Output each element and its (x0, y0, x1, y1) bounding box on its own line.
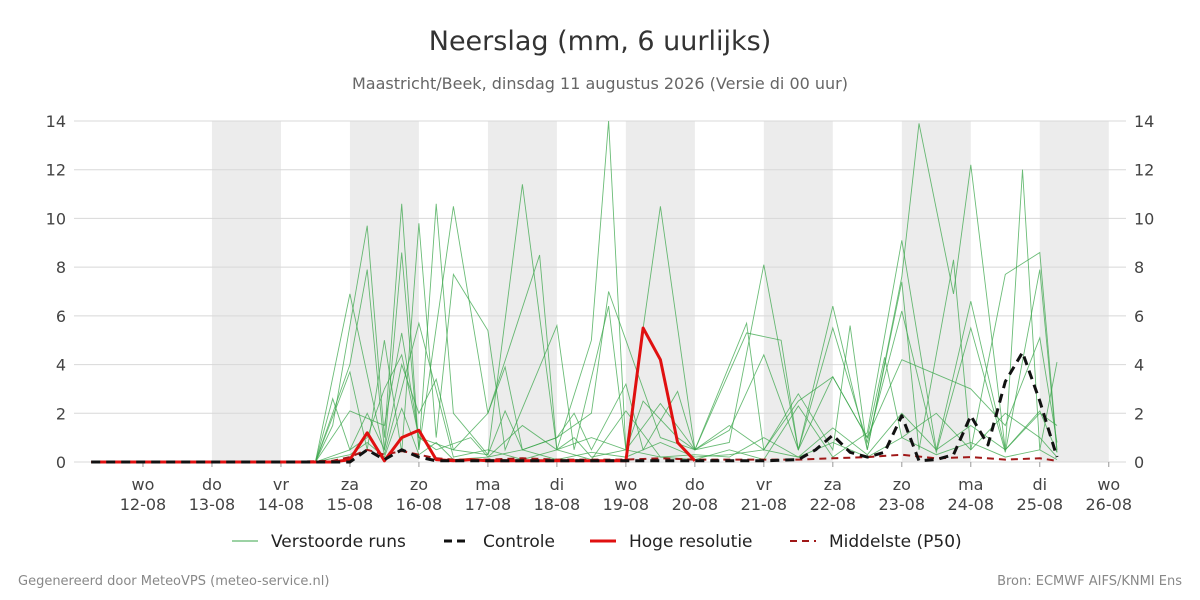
x-tick-day: za (824, 475, 842, 494)
x-tick-day: ma (958, 475, 983, 494)
perturbed-run-line-8 (315, 407, 1058, 463)
y-tick-left: 0 (56, 453, 66, 472)
shaded-day-21-08 (763, 121, 833, 462)
x-tick-date: 14-08 (258, 495, 305, 514)
legend-label-1: Verstoorde runs (271, 532, 406, 552)
y-tick-left: 12 (46, 161, 66, 180)
x-tick-day: do (685, 475, 705, 494)
y-tick-right: 2 (1134, 404, 1144, 423)
x-tick-date: 16-08 (396, 495, 443, 514)
x-axis: wo12-08do13-08vr14-08za15-08zo16-08ma17-… (120, 462, 1132, 514)
x-tick-day: zo (410, 475, 428, 494)
x-tick-day: di (1032, 475, 1047, 494)
x-tick-date: 23-08 (879, 495, 926, 514)
main-series (91, 326, 1059, 464)
x-tick-day: do (202, 475, 222, 494)
y-tick-left: 8 (56, 258, 66, 277)
x-tick-day: vr (273, 475, 289, 494)
y-tick-right: 12 (1134, 161, 1154, 180)
shaded-day-19-08 (625, 121, 695, 462)
y-tick-left: 14 (46, 112, 66, 131)
y-tick-left: 6 (56, 307, 66, 326)
x-tick-date: 12-08 (120, 495, 167, 514)
y-tick-right: 4 (1134, 356, 1144, 375)
y-tick-left: 2 (56, 404, 66, 423)
x-tick-date: 22-08 (810, 495, 857, 514)
y-tick-right: 10 (1134, 209, 1154, 228)
x-tick-day: wo (1097, 475, 1120, 494)
x-tick-day: wo (132, 475, 155, 494)
legend-label-2: Controle (483, 532, 555, 552)
shaded-day-13-08 (211, 121, 281, 462)
y-tick-left: 10 (46, 209, 66, 228)
x-tick-day: za (341, 475, 359, 494)
y-tick-right: 8 (1134, 258, 1144, 277)
shaded-day-23-08 (901, 121, 971, 462)
x-tick-day: vr (756, 475, 772, 494)
chart-title: Neerslag (mm, 6 uurlijks) (429, 26, 771, 57)
day-shading (211, 121, 1109, 462)
x-tick-day: zo (893, 475, 911, 494)
y-tick-left: 4 (56, 356, 66, 375)
x-tick-date: 26-08 (1086, 495, 1133, 514)
y-axis-right: 0 2 4 6 8 10 12 14 (1134, 112, 1154, 472)
y-tick-right: 0 (1134, 453, 1144, 472)
legend: Verstoorde runs Controle Hoge resolutie Mid… (232, 532, 962, 552)
shaded-day-17-08 (487, 121, 557, 462)
legend-label-3: Hoge resolutie (629, 532, 753, 552)
x-tick-date: 21-08 (741, 495, 788, 514)
x-tick-day: wo (614, 475, 637, 494)
x-tick-date: 24-08 (948, 495, 995, 514)
shaded-day-15-08 (349, 121, 419, 462)
footer-right: Bron: ECMWF AIFS/KNMI Ens (997, 574, 1182, 589)
y-tick-right: 14 (1134, 112, 1154, 131)
shaded-day-25-08 (1039, 121, 1109, 462)
x-tick-day: ma (475, 475, 500, 494)
chart-subtitle: Maastricht/Beek, dinsdag 11 augustus 202… (352, 74, 848, 93)
x-tick-date: 25-08 (1017, 495, 1064, 514)
x-tick-day: di (550, 475, 565, 494)
x-tick-date: 13-08 (189, 495, 236, 514)
footer-left: Gegenereerd door MeteoVPS (meteo-service… (18, 574, 329, 589)
x-tick-date: 20-08 (672, 495, 719, 514)
x-tick-date: 19-08 (603, 495, 650, 514)
x-tick-date: 15-08 (327, 495, 374, 514)
x-tick-date: 18-08 (534, 495, 581, 514)
y-tick-right: 6 (1134, 307, 1144, 326)
y-axis-left: 0 2 4 6 8 10 12 14 (46, 112, 66, 472)
perturbed-run-line-2 (314, 123, 1058, 463)
legend-label-4: Middelste (P50) (829, 532, 962, 552)
gridlines (74, 120, 1126, 463)
x-tick-date: 17-08 (465, 495, 512, 514)
